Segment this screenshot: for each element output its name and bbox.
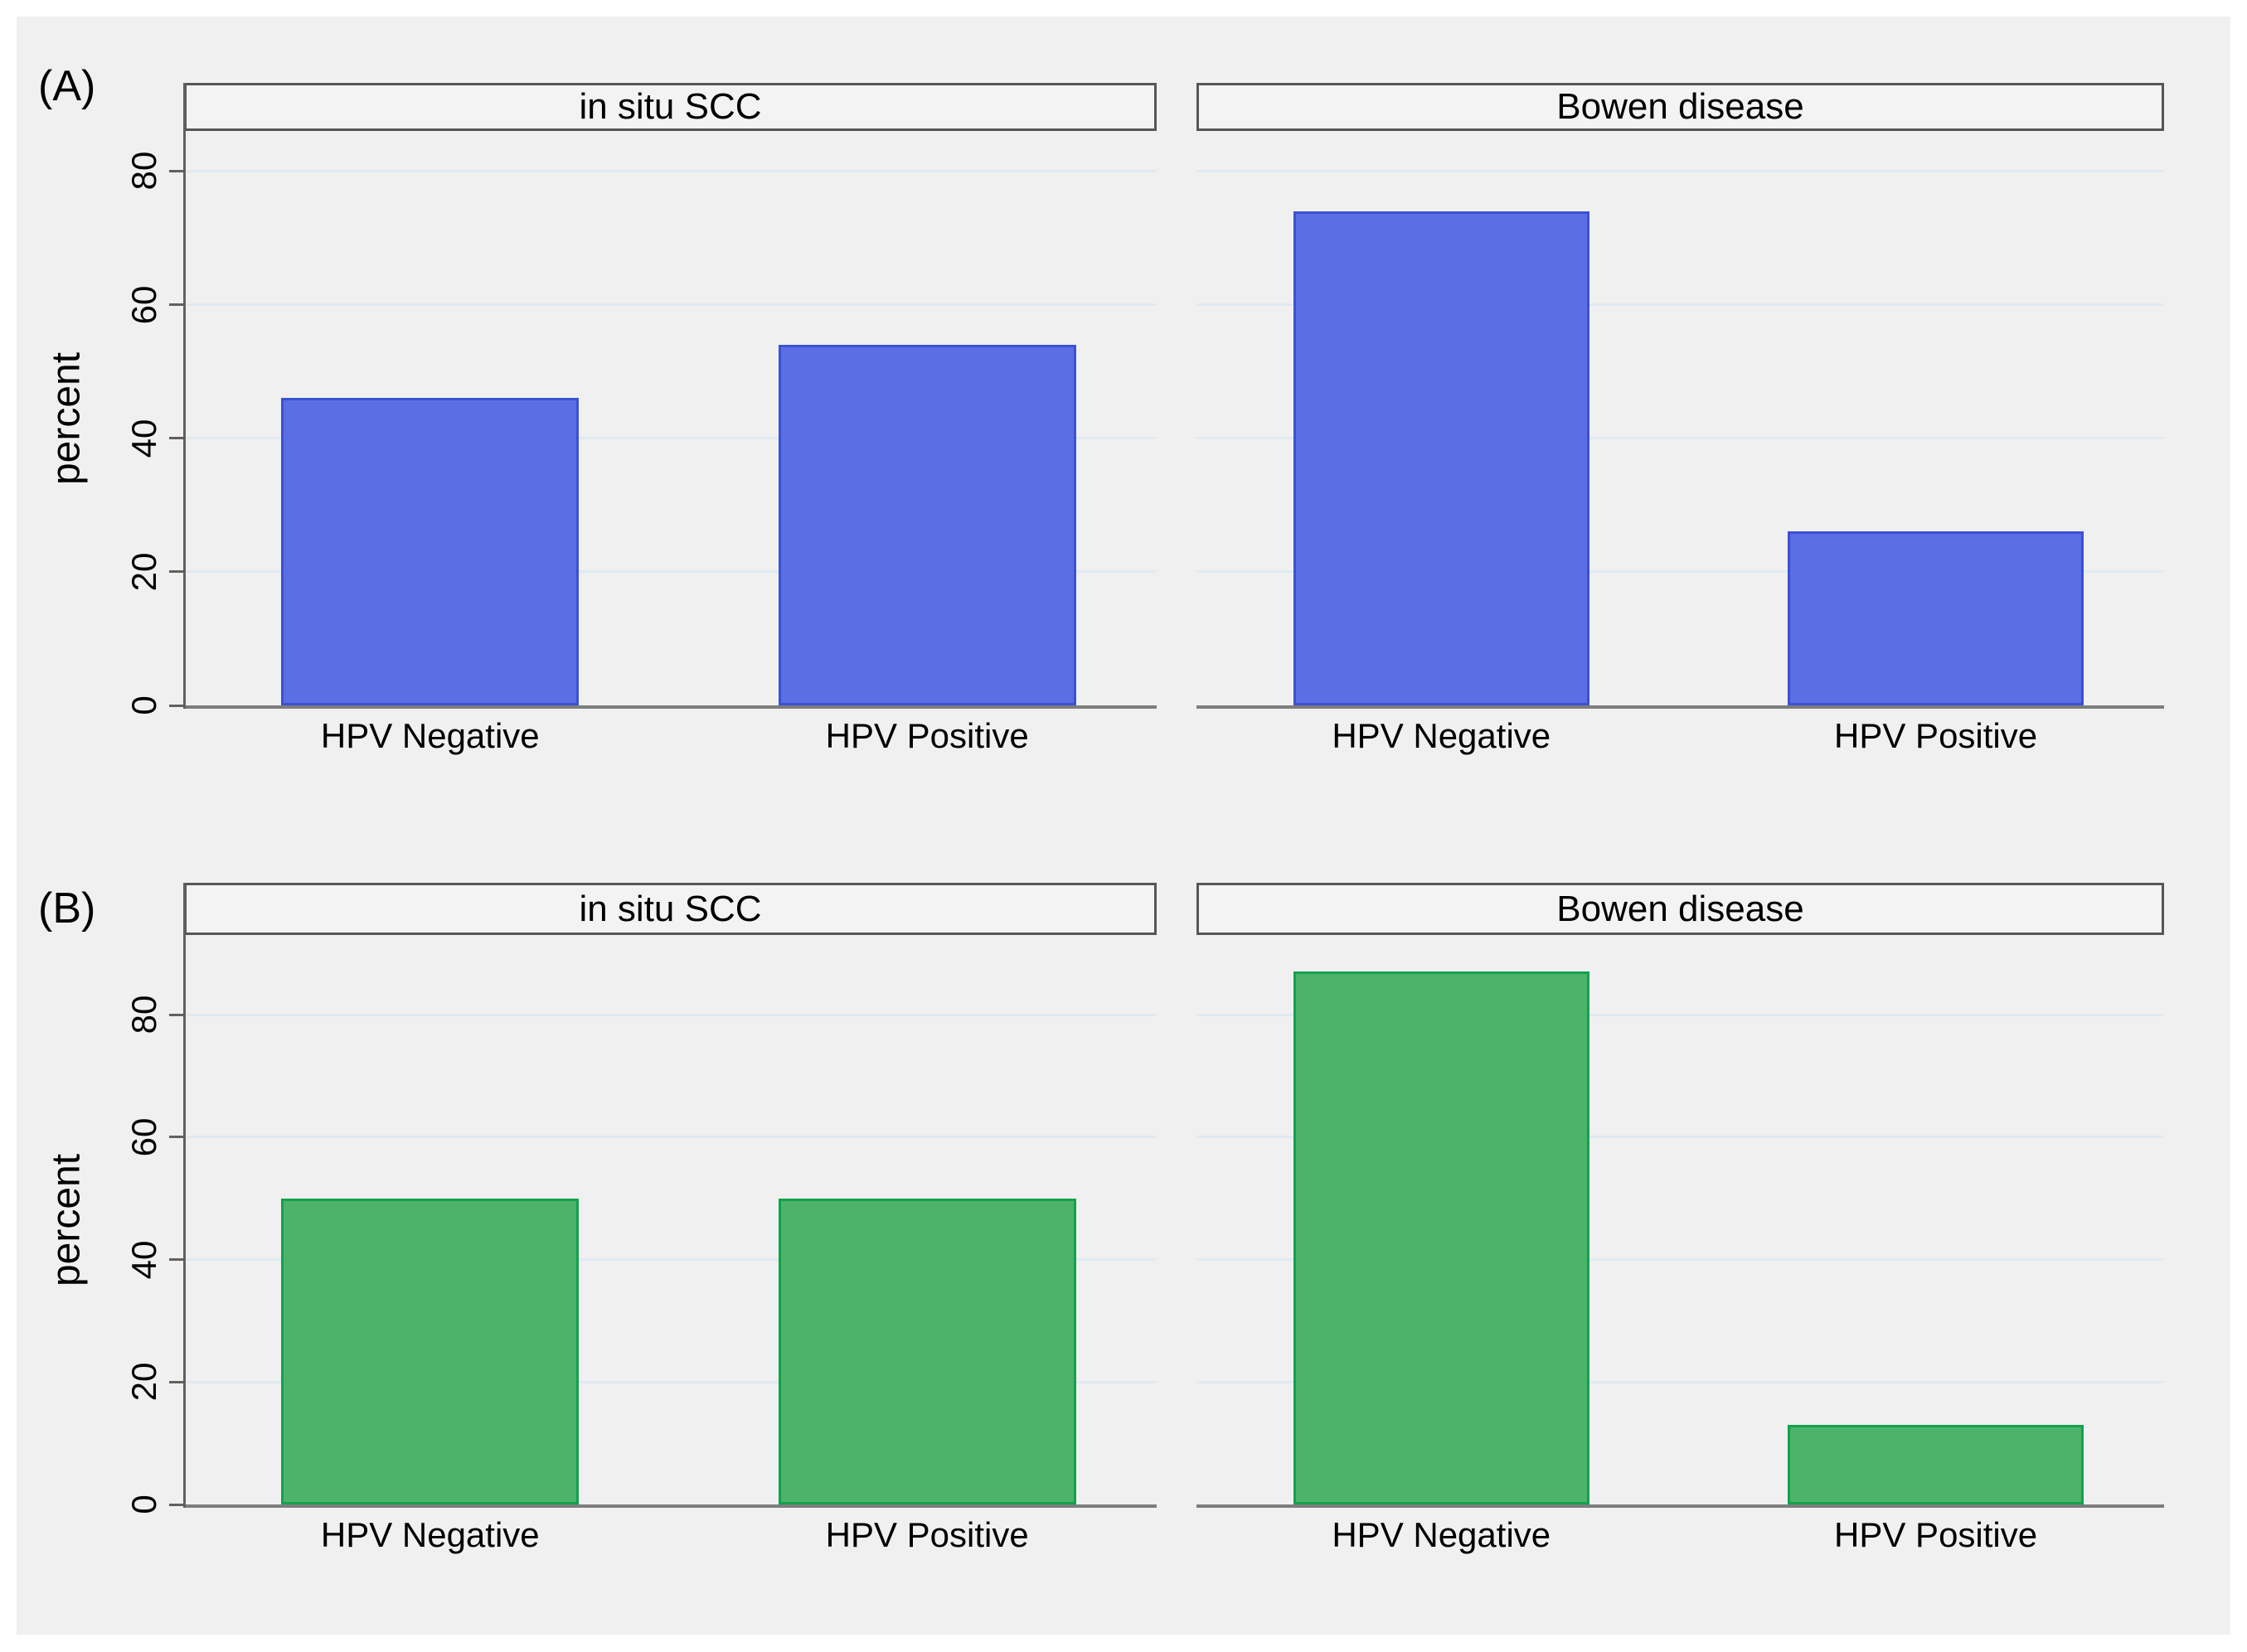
y-axis-line: [182, 83, 186, 709]
gridline-80: [1196, 169, 2164, 172]
y-tick-label-text: 80: [124, 995, 163, 1034]
y-tick-label-text: 60: [124, 285, 163, 324]
gridline-20: [184, 1380, 1157, 1383]
y-tick-label-text: 40: [124, 419, 163, 458]
y-axis-title-text: percent: [44, 1153, 89, 1286]
bar-in-situ-scc-0: [281, 1198, 580, 1504]
y-tick-mark-60: [169, 1136, 184, 1139]
gridline-40: [184, 1258, 1157, 1262]
x-axis-line: [1196, 705, 2164, 709]
x-axis-line: [1196, 1504, 2164, 1508]
subpanel-title-box: Bowen disease: [1196, 83, 2164, 131]
subpanel-title-box: in situ SCC: [184, 883, 1157, 935]
gridline-20: [184, 570, 1157, 574]
panel-row-label-a: (A): [38, 62, 96, 110]
subpanel-title: in situ SCC: [579, 888, 762, 929]
x-category-label: HPV Negative: [1332, 1515, 1551, 1554]
x-axis-line: [184, 1504, 1157, 1508]
x-category-label: HPV Negative: [1332, 716, 1551, 755]
y-axis-line: [182, 883, 186, 1508]
gridline-40: [184, 437, 1157, 440]
gridline-80: [1196, 1013, 2164, 1016]
gridline-80: [184, 1013, 1157, 1016]
y-tick-mark-20: [169, 1380, 184, 1383]
y-tick-label-text: 20: [124, 552, 163, 592]
x-category-label: HPV Positive: [825, 716, 1029, 755]
y-tick-mark-0: [169, 1503, 184, 1506]
x-category-label: HPV Positive: [825, 1515, 1029, 1554]
y-tick-mark-20: [169, 570, 184, 574]
gridline-40: [1196, 1258, 2164, 1262]
graph-background: (A) percent 0 20 40 60 80 in situ SCC HPV Negati…: [17, 17, 2230, 1635]
bar-bowen-disease-0: [1293, 211, 1589, 705]
y-axis-title-text: percent: [44, 351, 89, 485]
x-category-label: HPV Positive: [1834, 716, 2038, 755]
subpanel-title-box: in situ SCC: [184, 83, 1157, 131]
subpanel-title: Bowen disease: [1556, 888, 1804, 929]
bar-in-situ-scc-1: [778, 1198, 1076, 1504]
x-category-label: HPV Negative: [320, 1515, 540, 1554]
bar-in-situ-scc-0: [281, 398, 580, 705]
y-tick-label-text: 0: [124, 1495, 163, 1514]
y-tick-mark-0: [169, 704, 184, 707]
subpanel-title-box: Bowen disease: [1196, 883, 2164, 935]
gridline-60: [1196, 303, 2164, 306]
x-category-label: HPV Positive: [1834, 1515, 2038, 1554]
subpanel-title: Bowen disease: [1556, 86, 1804, 127]
gridline-20: [1196, 570, 2164, 574]
y-tick-mark-60: [169, 303, 184, 306]
panel-row-label-b: (B): [38, 884, 96, 933]
bar-in-situ-scc-1: [778, 344, 1076, 705]
gridline-60: [184, 1136, 1157, 1139]
gridline-20: [1196, 1380, 2164, 1383]
y-tick-label-text: 20: [124, 1362, 163, 1402]
y-tick-label-text: 60: [124, 1117, 163, 1157]
gridline-40: [1196, 437, 2164, 440]
bar-bowen-disease-1: [1788, 531, 2084, 705]
x-category-label: HPV Negative: [320, 716, 540, 755]
y-tick-mark-40: [169, 437, 184, 440]
bar-bowen-disease-1: [1788, 1424, 2084, 1504]
bar-bowen-disease-0: [1293, 971, 1589, 1504]
subpanel-title: in situ SCC: [579, 86, 762, 127]
gridline-60: [1196, 1136, 2164, 1139]
gridline-60: [184, 303, 1157, 306]
y-tick-mark-80: [169, 1013, 184, 1016]
y-tick-label-text: 40: [124, 1240, 163, 1279]
y-tick-label-text: 0: [124, 695, 163, 715]
gridline-80: [184, 169, 1157, 172]
x-axis-line: [184, 705, 1157, 709]
y-tick-label-text: 80: [124, 151, 163, 191]
y-tick-mark-80: [169, 169, 184, 172]
y-tick-mark-40: [169, 1258, 184, 1262]
